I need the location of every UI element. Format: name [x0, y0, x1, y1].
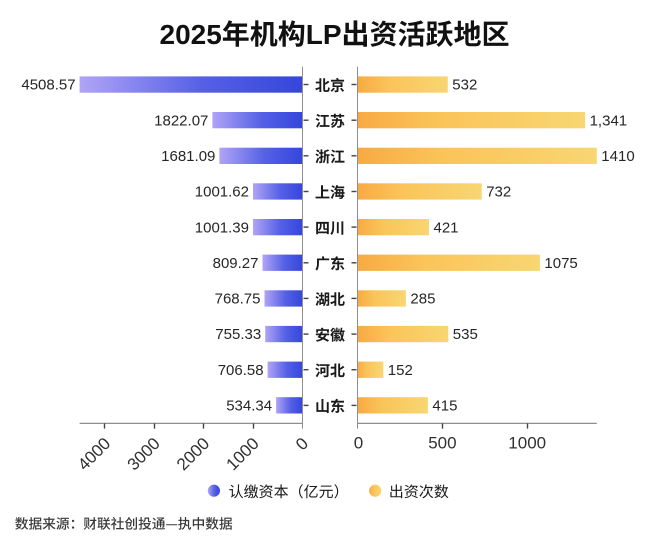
svg-text:2025: 2025 [160, 19, 222, 50]
svg-text:534.34: 534.34 [226, 398, 272, 415]
svg-text:535: 535 [453, 326, 478, 343]
svg-text:285: 285 [410, 291, 435, 308]
svg-text:1075: 1075 [544, 255, 577, 272]
svg-text:LP: LP [306, 19, 342, 50]
svg-text:809.27: 809.27 [213, 255, 259, 272]
svg-text:768.75: 768.75 [215, 291, 261, 308]
svg-text:755.33: 755.33 [215, 326, 261, 343]
svg-text:415: 415 [432, 398, 457, 415]
svg-text:0: 0 [354, 433, 363, 452]
svg-text:152: 152 [388, 362, 413, 379]
svg-text:1,341: 1,341 [590, 112, 628, 129]
svg-text:500: 500 [428, 433, 456, 452]
svg-text:4508.57: 4508.57 [21, 77, 75, 94]
svg-text:1410: 1410 [601, 148, 634, 165]
svg-text:732: 732 [486, 184, 511, 201]
svg-text:1001.62: 1001.62 [195, 184, 249, 201]
svg-text:532: 532 [452, 77, 477, 94]
svg-text:1000: 1000 [508, 433, 546, 452]
svg-text:1001.39: 1001.39 [195, 219, 249, 236]
svg-text:421: 421 [434, 219, 459, 236]
svg-text:1681.09: 1681.09 [161, 148, 215, 165]
svg-text:706.58: 706.58 [218, 362, 264, 379]
svg-text:1822.07: 1822.07 [154, 112, 208, 129]
